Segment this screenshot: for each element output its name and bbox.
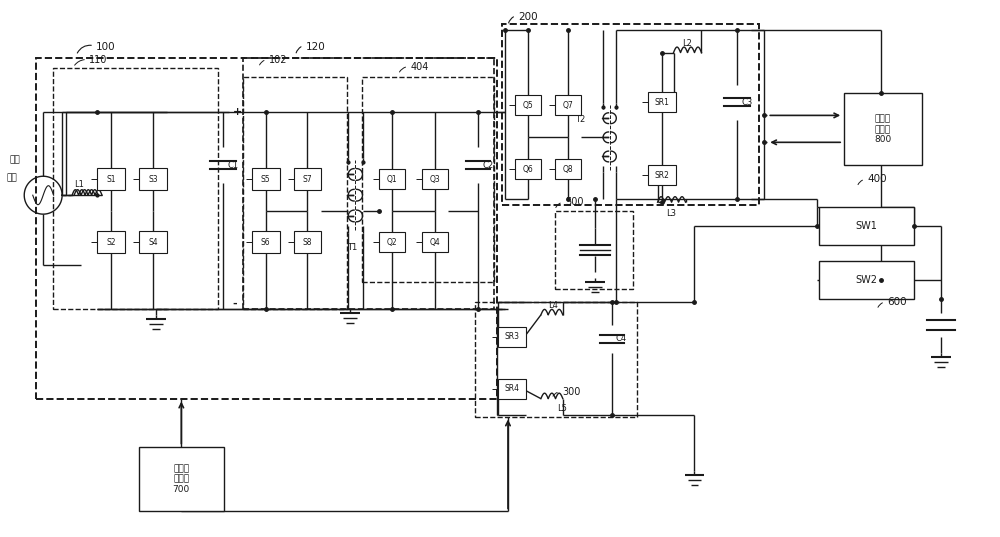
Text: Q2: Q2 xyxy=(387,237,398,246)
Text: 404: 404 xyxy=(410,62,429,71)
Text: S7: S7 xyxy=(303,175,312,184)
Bar xyxy=(139,447,224,511)
Text: SR2: SR2 xyxy=(654,171,669,180)
Bar xyxy=(294,168,321,190)
Text: 300: 300 xyxy=(562,387,580,397)
Bar xyxy=(648,92,676,112)
Text: 400: 400 xyxy=(867,174,887,184)
Text: 终端: 终端 xyxy=(9,155,20,164)
Bar xyxy=(515,159,541,179)
Text: SR4: SR4 xyxy=(504,384,519,393)
Bar xyxy=(498,379,526,398)
Text: 100: 100 xyxy=(96,41,116,52)
Text: Q7: Q7 xyxy=(562,101,573,110)
Bar xyxy=(36,57,497,398)
Text: T2: T2 xyxy=(575,115,585,125)
Text: Q5: Q5 xyxy=(523,101,533,110)
Text: Q4: Q4 xyxy=(430,237,441,246)
Bar xyxy=(243,57,494,309)
Bar xyxy=(362,77,494,282)
Text: SR3: SR3 xyxy=(504,332,519,342)
Text: Q3: Q3 xyxy=(430,175,441,184)
Bar xyxy=(648,165,676,185)
Text: S3: S3 xyxy=(148,175,158,184)
Text: S6: S6 xyxy=(261,237,270,246)
Bar xyxy=(252,168,280,190)
Text: 200: 200 xyxy=(518,12,538,21)
Text: SW1: SW1 xyxy=(856,221,877,231)
Bar xyxy=(515,96,541,115)
Text: T1: T1 xyxy=(347,243,358,252)
Text: 102: 102 xyxy=(269,55,287,64)
Bar xyxy=(139,231,167,253)
Bar xyxy=(53,68,218,309)
Text: S1: S1 xyxy=(106,175,116,184)
Text: 600: 600 xyxy=(887,297,907,307)
Bar xyxy=(97,168,125,190)
Bar xyxy=(139,168,167,190)
Text: SR1: SR1 xyxy=(654,98,669,107)
Text: S5: S5 xyxy=(261,175,270,184)
Bar xyxy=(475,302,637,417)
Text: L1: L1 xyxy=(74,180,84,189)
Text: C2: C2 xyxy=(482,161,493,170)
Bar xyxy=(819,261,914,299)
Bar xyxy=(294,231,321,253)
Bar xyxy=(819,207,914,245)
Text: Q1: Q1 xyxy=(387,175,398,184)
Bar xyxy=(555,159,581,179)
Bar xyxy=(502,24,759,205)
Text: 120: 120 xyxy=(306,41,325,52)
Bar xyxy=(252,231,280,253)
Text: S8: S8 xyxy=(303,237,312,246)
Text: L3: L3 xyxy=(667,209,677,218)
Bar xyxy=(498,327,526,347)
Text: 第一控
制单元
700: 第一控 制单元 700 xyxy=(173,464,190,494)
Text: L4: L4 xyxy=(548,301,558,310)
Bar xyxy=(379,169,405,189)
Text: Q6: Q6 xyxy=(523,165,533,174)
Text: 终端: 终端 xyxy=(6,173,17,182)
Bar xyxy=(422,169,448,189)
Text: S2: S2 xyxy=(106,237,116,246)
Text: S4: S4 xyxy=(148,237,158,246)
Text: SW2: SW2 xyxy=(856,275,878,285)
Text: L2: L2 xyxy=(683,39,692,48)
Bar xyxy=(243,77,347,309)
Text: -: - xyxy=(233,299,237,309)
Bar xyxy=(555,211,633,289)
Text: 500: 500 xyxy=(565,197,583,207)
Bar xyxy=(422,232,448,252)
Text: C1: C1 xyxy=(228,161,239,170)
Text: +: + xyxy=(233,107,242,118)
Text: C3: C3 xyxy=(741,98,753,107)
Bar xyxy=(555,96,581,115)
Text: 第二控
制单元
800: 第二控 制单元 800 xyxy=(874,114,892,144)
Text: C4: C4 xyxy=(616,335,627,343)
Text: Q8: Q8 xyxy=(563,165,573,174)
Bar xyxy=(379,232,405,252)
Bar xyxy=(844,93,922,165)
Text: 110: 110 xyxy=(89,55,107,64)
Text: L5: L5 xyxy=(557,404,567,412)
Bar xyxy=(97,231,125,253)
